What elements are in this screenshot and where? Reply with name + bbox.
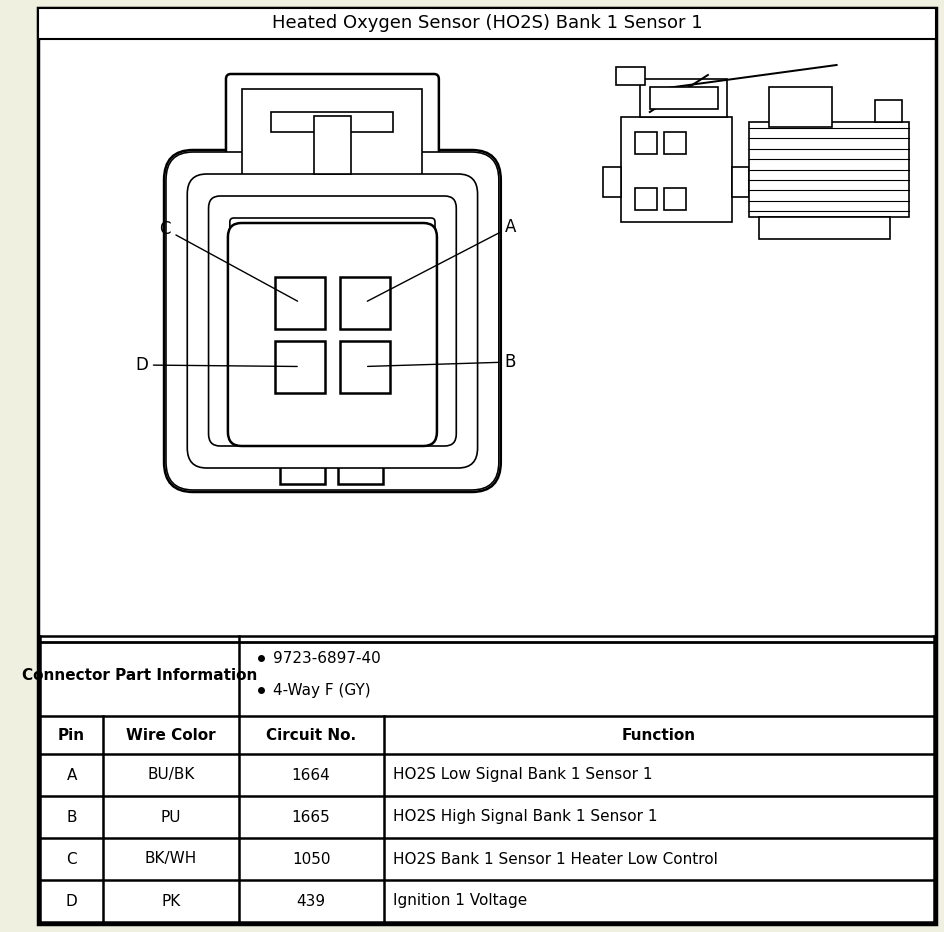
Bar <box>338 459 382 484</box>
Text: BK/WH: BK/WH <box>144 852 197 867</box>
Bar <box>615 67 645 85</box>
FancyBboxPatch shape <box>164 150 501 492</box>
Text: 9723-6897-40: 9723-6897-40 <box>274 651 381 665</box>
Text: B: B <box>367 353 516 371</box>
Bar <box>875 100 902 122</box>
Text: 439: 439 <box>296 894 326 909</box>
Text: A: A <box>66 767 76 783</box>
Text: Heated Oxygen Sensor (HO2S) Bank 1 Sensor 1: Heated Oxygen Sensor (HO2S) Bank 1 Senso… <box>272 14 702 32</box>
Bar <box>280 459 325 484</box>
Bar <box>272 112 394 132</box>
Bar <box>750 122 909 217</box>
Text: PK: PK <box>161 894 180 909</box>
Bar <box>275 340 325 392</box>
Bar <box>759 217 890 239</box>
Text: Wire Color: Wire Color <box>126 728 215 743</box>
FancyBboxPatch shape <box>228 223 437 446</box>
Text: 4-Way F (GY): 4-Way F (GY) <box>274 683 371 698</box>
Bar <box>213 180 241 202</box>
Bar <box>243 89 422 176</box>
Bar <box>340 277 390 328</box>
Text: A: A <box>367 218 516 301</box>
Bar <box>665 132 685 154</box>
Bar <box>768 87 832 127</box>
Bar <box>621 117 733 222</box>
Text: 1050: 1050 <box>292 852 330 867</box>
Bar <box>425 180 451 202</box>
Text: Pin: Pin <box>59 728 85 743</box>
Bar <box>640 79 727 117</box>
FancyBboxPatch shape <box>166 152 498 490</box>
Text: B: B <box>66 810 76 825</box>
FancyBboxPatch shape <box>209 196 456 446</box>
Text: D: D <box>135 356 297 374</box>
Bar <box>635 188 657 210</box>
Text: HO2S Bank 1 Sensor 1 Heater Low Control: HO2S Bank 1 Sensor 1 Heater Low Control <box>394 852 718 867</box>
Text: Function: Function <box>622 728 696 743</box>
Text: D: D <box>66 894 77 909</box>
FancyBboxPatch shape <box>229 218 435 424</box>
Bar <box>340 340 390 392</box>
Text: 1665: 1665 <box>292 810 330 825</box>
Bar <box>665 188 685 210</box>
Bar <box>733 167 750 197</box>
Text: HO2S Low Signal Bank 1 Sensor 1: HO2S Low Signal Bank 1 Sensor 1 <box>394 767 653 783</box>
Text: Circuit No.: Circuit No. <box>266 728 356 743</box>
Bar <box>649 87 717 109</box>
Bar <box>275 277 325 328</box>
Bar <box>39 8 936 39</box>
Text: Connector Part Information: Connector Part Information <box>22 668 257 683</box>
Text: BU/BK: BU/BK <box>147 767 194 783</box>
FancyBboxPatch shape <box>226 74 439 189</box>
Text: C: C <box>66 852 77 867</box>
Text: C: C <box>160 220 297 301</box>
FancyBboxPatch shape <box>187 174 478 468</box>
Text: HO2S High Signal Bank 1 Sensor 1: HO2S High Signal Bank 1 Sensor 1 <box>394 810 658 825</box>
Bar <box>603 167 621 197</box>
Bar <box>635 132 657 154</box>
Text: Ignition 1 Voltage: Ignition 1 Voltage <box>394 894 528 909</box>
Text: PU: PU <box>160 810 181 825</box>
Text: 1664: 1664 <box>292 767 330 783</box>
Bar <box>314 116 351 174</box>
